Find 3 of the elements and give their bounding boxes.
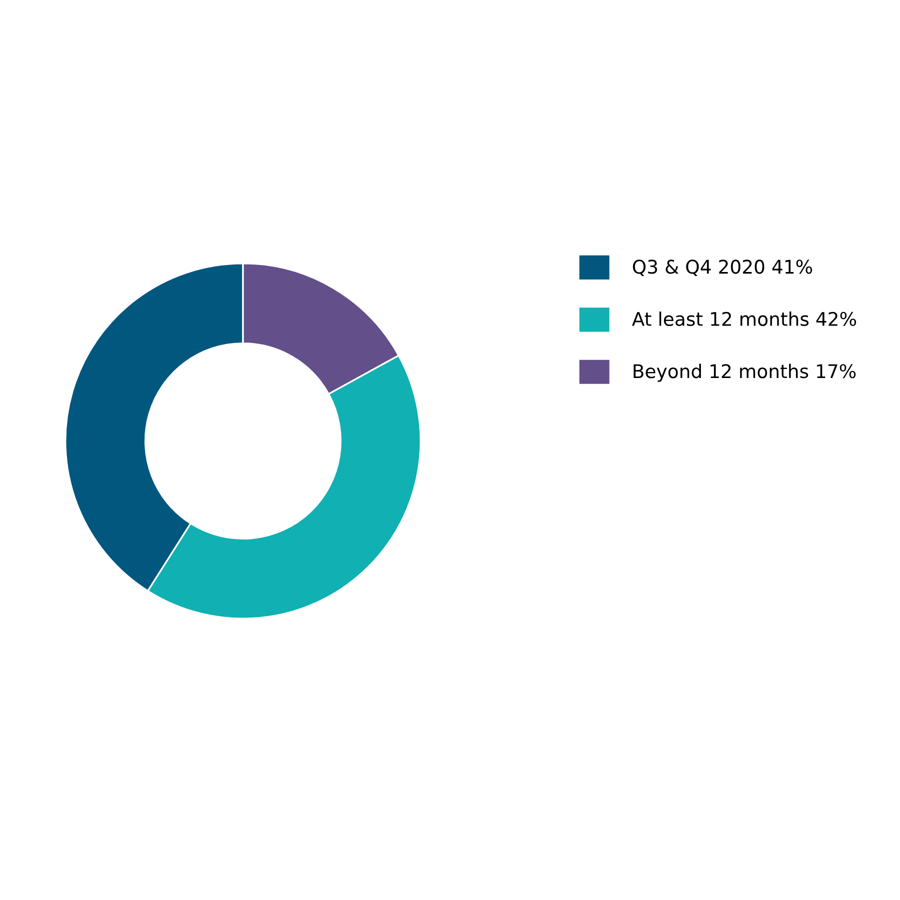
legend-label: At least 12 months 42% <box>632 312 856 326</box>
legend-label: Beyond 12 months 17% <box>634 364 856 382</box>
legend-label: Q3 & Q4 2020 41% <box>632 260 812 276</box>
